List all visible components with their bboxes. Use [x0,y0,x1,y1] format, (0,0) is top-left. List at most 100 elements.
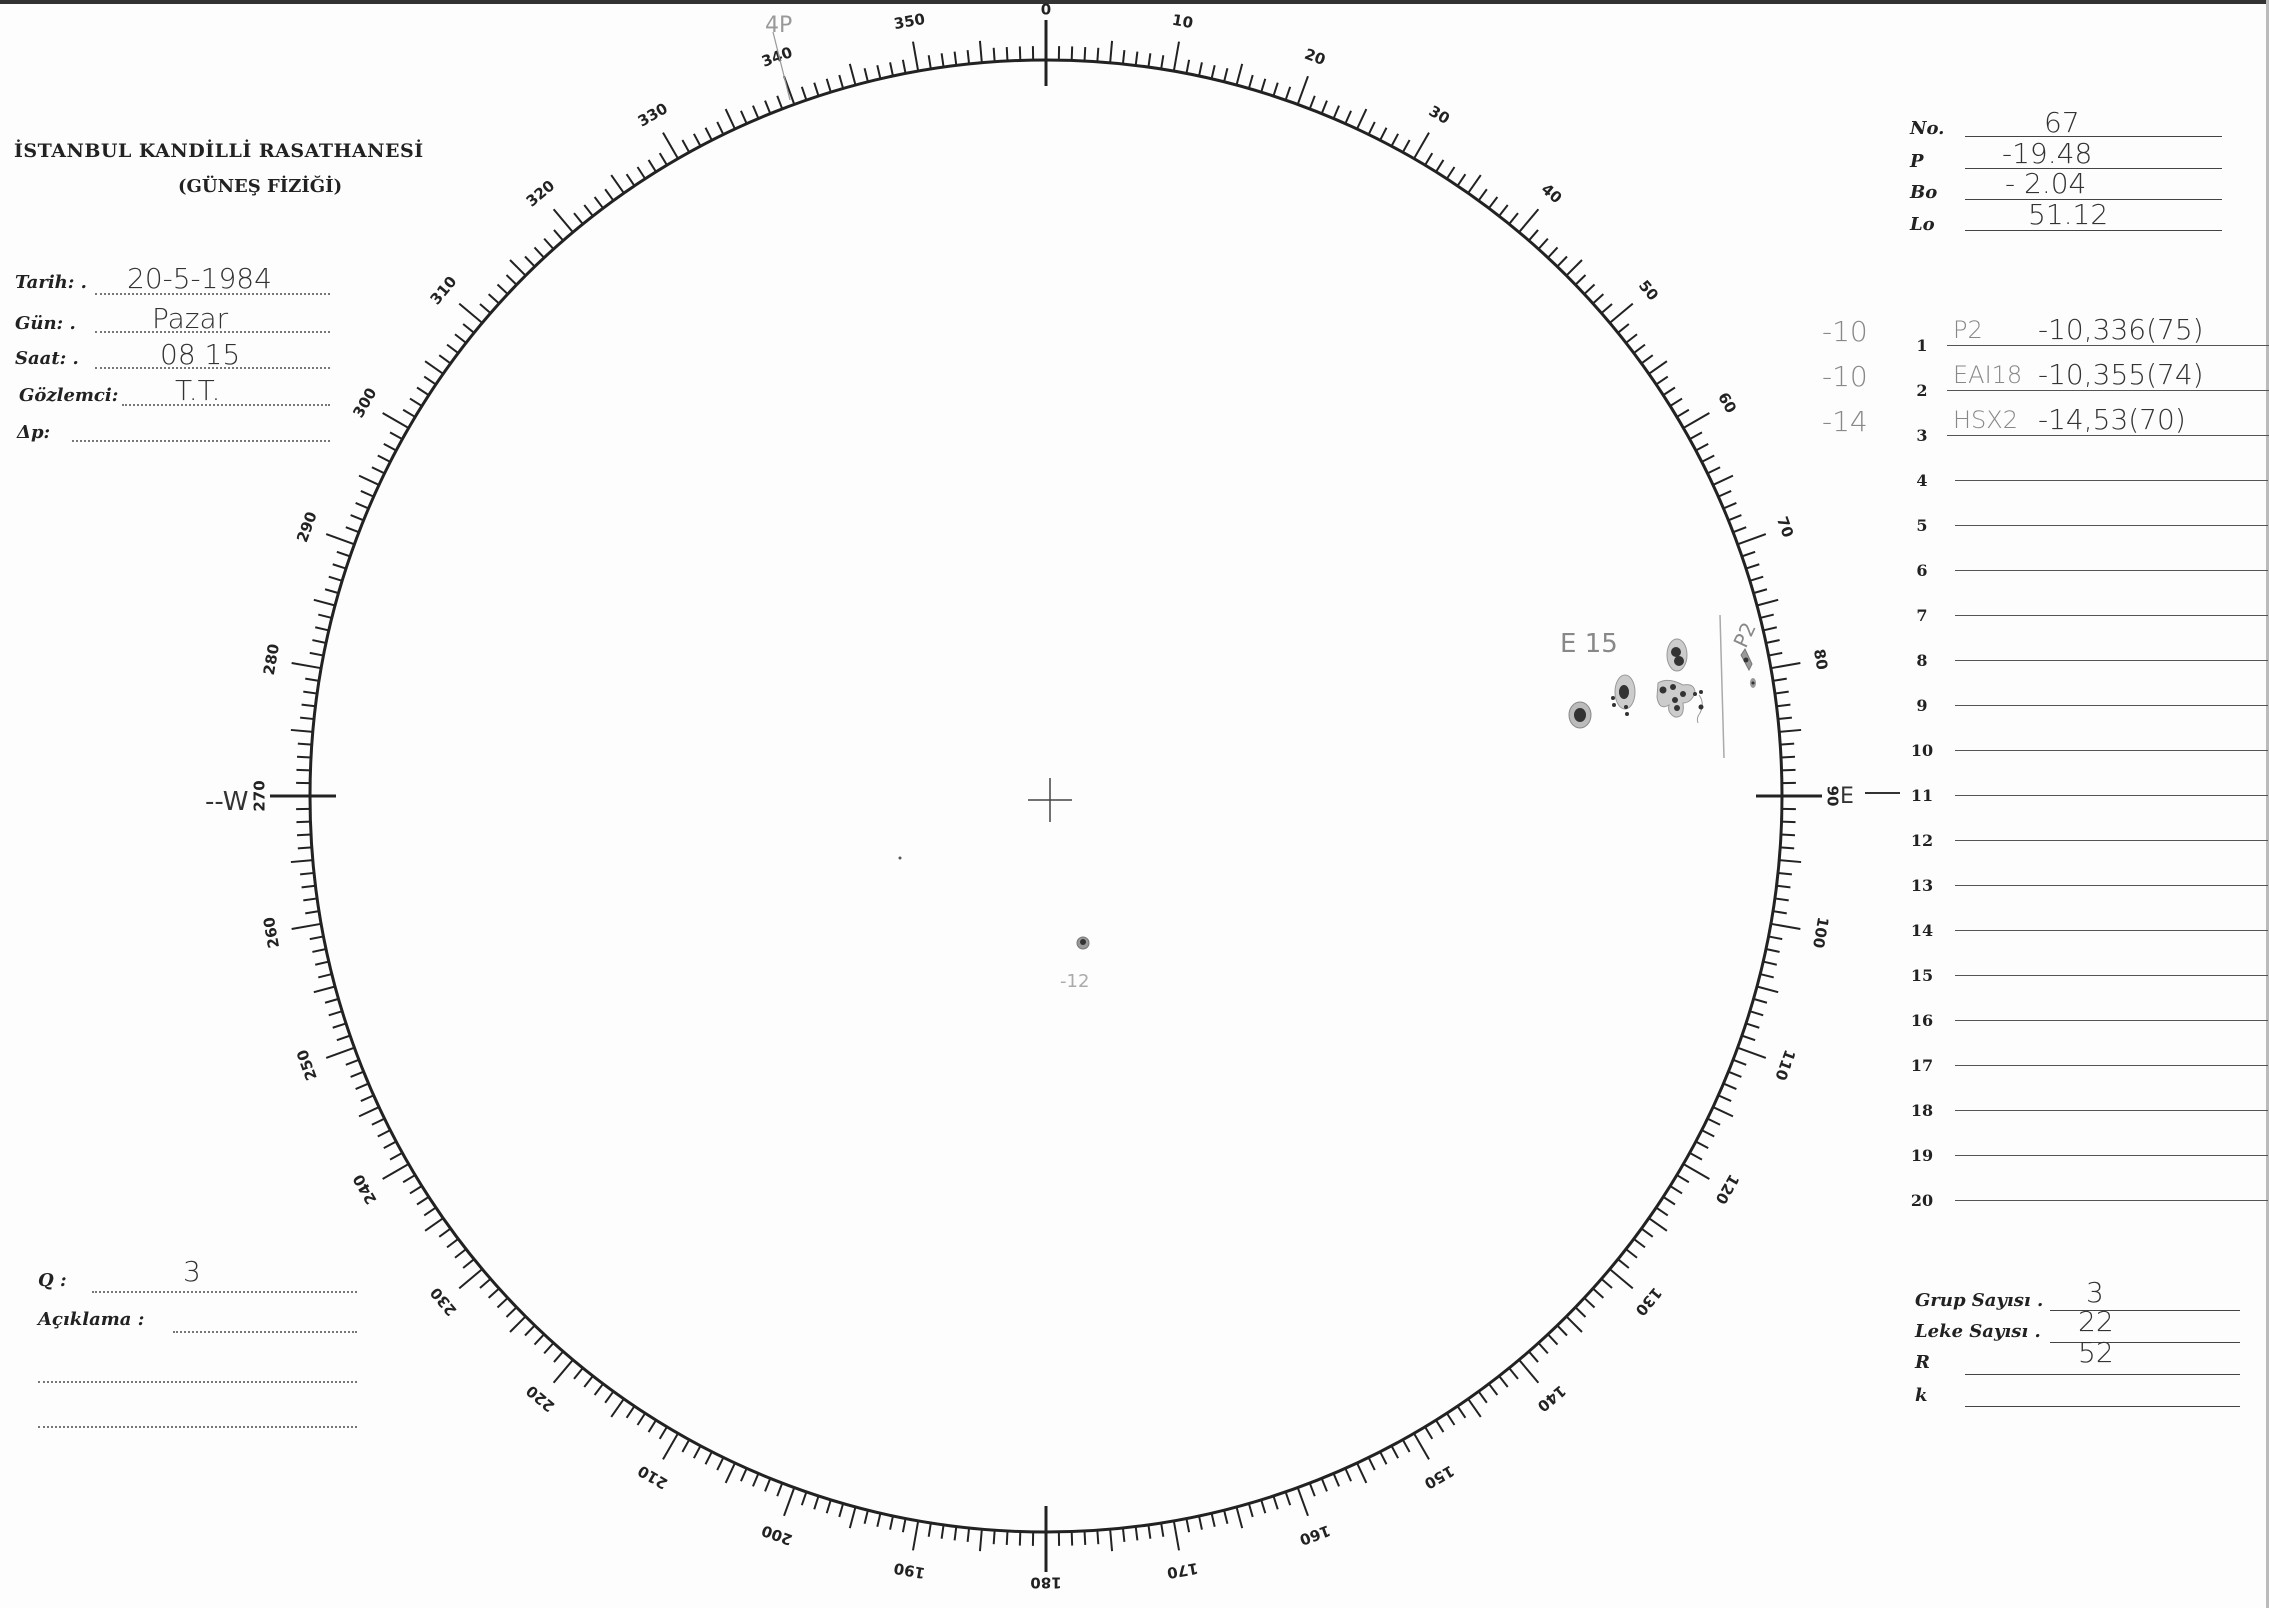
sunspot-umbra [1743,657,1749,663]
scale-tick [290,728,313,733]
scale-tick [953,1526,958,1541]
scale-tick [1669,397,1683,407]
scale-tick [1574,1306,1587,1318]
scale-tick [1185,1518,1191,1533]
group-row-number: 20 [1910,1191,1934,1210]
remarks-line-1[interactable] [173,1331,357,1333]
scale-tick [409,397,423,407]
date-label: Tarih: . [15,272,87,293]
scale-tick [1332,1473,1340,1487]
scale-tick [336,1034,351,1042]
scale-tick [1537,237,1549,250]
pole-mark: 4P [765,13,792,38]
bo-value[interactable]: - 2.04 [2005,167,2087,200]
group-class[interactable]: EAI18 [1953,361,2023,389]
time-value[interactable]: 08 15 [160,338,241,371]
group-value[interactable]: -10,355(74) [2038,358,2204,391]
group-class[interactable]: HSX2 [1953,406,2018,434]
scale-tick [438,354,452,365]
scale-tick [966,50,971,65]
observer-value[interactable]: T.T. [175,374,221,407]
scale-tick [1768,935,1783,941]
scale-tick [593,196,604,209]
scale-tick [1247,74,1254,89]
scale-tick [1765,639,1780,644]
no-value[interactable]: 67 [2044,106,2080,139]
scale-label: 170 [1166,1559,1200,1582]
scale-tick [1756,985,1779,994]
scale-tick [1134,1526,1139,1541]
day-value[interactable]: Pazar [152,302,229,335]
observer-line [122,404,330,406]
group-row-number: 5 [1916,516,1928,535]
sunspot-umbra [1080,939,1086,945]
scale-tick [533,246,545,259]
scale-tick [301,884,316,889]
group-count-value[interactable]: 3 [2086,1276,2104,1309]
scale-tick [625,1405,636,1419]
scale-label: 100 [1809,916,1832,950]
remarks-line-2[interactable] [38,1381,357,1383]
scale-tick [332,1022,347,1029]
scale-tick [1556,1324,1568,1337]
scale-tick [1518,208,1540,233]
scale-tick [300,871,315,876]
scale-tick [889,1515,894,1530]
scale-tick [552,1359,574,1384]
q-value[interactable]: 3 [183,1255,201,1288]
group-margin-latitude: -10 [1822,360,1868,393]
bo-line [1965,199,2222,200]
scale-tick [1655,1206,1669,1217]
scale-tick [838,74,845,89]
scale-tick [358,474,380,486]
remarks-line-3[interactable] [38,1426,357,1428]
scale-tick [371,466,385,475]
scale-tick [1247,1503,1254,1518]
group-class[interactable]: P2 [1953,316,1983,344]
scale-tick [297,742,312,746]
group-margin-latitude: -14 [1822,405,1868,438]
scale-tick [1776,703,1791,708]
institution-subtitle: (GÜNEŞ FİZİĞİ) [178,176,343,197]
scale-tick [313,598,336,607]
scale-tick [360,490,375,498]
scale-tick [752,105,760,119]
date-value[interactable]: 20-5-1984 [127,262,272,295]
scale-tick [1777,716,1792,721]
group-row-line [1947,345,2269,346]
scale-tick [1768,651,1783,657]
r-value[interactable]: 52 [2078,1336,2114,1369]
p-value[interactable]: -19.48 [2002,137,2093,170]
scale-tick [1401,1439,1411,1453]
scale-tick [1296,1487,1309,1517]
group-row-line [1955,750,2268,751]
scale-tick [350,1070,364,1078]
group-row-line [1955,840,2268,841]
scale-tick [314,960,330,966]
scale-label: 240 [349,1171,380,1207]
scale-tick [1467,174,1482,194]
scale-label: 140 [1534,1382,1570,1416]
scale-tick [966,1527,971,1542]
group-margin-latitude: -10 [1822,315,1868,348]
delta-p-label: Δp: [17,422,51,443]
group-value[interactable]: -14,53(70) [2038,403,2186,436]
pore [898,856,902,860]
scale-tick [1723,1082,1737,1090]
spot-count-value[interactable]: 22 [2078,1305,2114,1338]
group-value[interactable]: -10,336(75) [2038,313,2204,346]
lo-value[interactable]: 51.12 [2028,198,2109,231]
scale-tick [1609,302,1634,324]
scale-tick [350,514,364,522]
group-row-line [1955,570,2268,571]
group-row-number: 1 [1916,336,1928,355]
scale-tick [740,1467,748,1482]
scale-tick [328,575,343,582]
scale-label: 110 [1771,1047,1799,1083]
scale-tick [1413,132,1430,160]
scale-tick [1456,1405,1467,1419]
scale-tick [1633,343,1646,354]
scale-tick [1223,1509,1229,1524]
scale-label: 80 [1810,648,1831,672]
